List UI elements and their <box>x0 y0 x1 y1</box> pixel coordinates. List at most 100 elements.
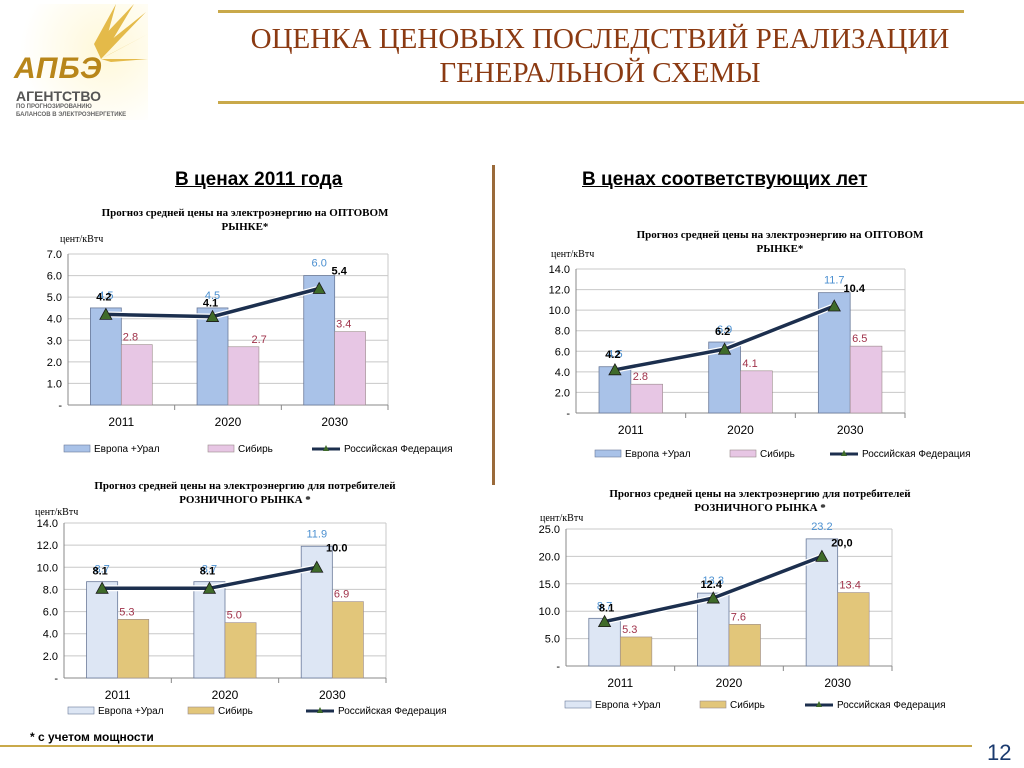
data-label-europe-ural: 6.9 <box>717 324 732 336</box>
data-label-russian-federation: 6.2 <box>715 326 730 338</box>
footnote: * с учетом мощности <box>30 730 154 744</box>
bar-europe-ural <box>196 307 229 406</box>
data-label-russian-federation: 10.0 <box>326 542 347 554</box>
legend-swatch-europe-ural <box>564 700 592 709</box>
data-label-siberia: 6.9 <box>334 589 349 601</box>
legend-swatch-siberia <box>699 700 727 709</box>
bar-europe-ural <box>303 275 336 406</box>
x-tick-label: 2030 <box>824 676 851 690</box>
x-tick-label: 2020 <box>716 676 743 690</box>
data-label-russian-federation: 12.4 <box>701 579 723 591</box>
x-tick-label: 2030 <box>319 688 346 702</box>
legend-marker-russian-federation <box>816 701 822 707</box>
bar-europe-ural <box>86 581 119 679</box>
marker-russian-federation <box>99 307 113 320</box>
data-label-siberia: 2.8 <box>633 371 648 383</box>
data-label-russian-federation: 8.1 <box>200 565 215 577</box>
data-label-europe-ural: 23.2 <box>811 521 832 533</box>
legend-label-siberia: Сибирь <box>760 448 795 460</box>
x-tick-label: 2011 <box>108 415 134 429</box>
marker-russian-federation <box>95 581 109 594</box>
y-tick-label: 7.0 <box>47 249 62 261</box>
data-label-europe-ural: 8.7 <box>202 564 217 576</box>
marker-russian-federation <box>815 549 829 562</box>
data-label-russian-federation: 5.4 <box>332 266 348 278</box>
legend-swatch-siberia <box>729 449 757 458</box>
marker-russian-federation <box>706 591 720 604</box>
x-tick-label: 2011 <box>105 688 131 702</box>
agency-logo: АПБЭ АГЕНТСТВО ПО ПРОГНОЗИРОВАНИЮ БАЛАНС… <box>6 4 148 120</box>
y-tick-label: 8.0 <box>43 584 58 596</box>
header-top-rule <box>218 10 964 13</box>
logo-subtitle-line2: БАЛАНСОВ В ЭЛЕКТРОЭНЕРГЕТИКЕ <box>16 112 127 118</box>
y-tick-label: 2.0 <box>47 357 62 369</box>
data-label-siberia: 5.0 <box>227 610 242 622</box>
y-unit-label: цент/кВтч <box>35 507 79 518</box>
data-label-europe-ural: 8.7 <box>94 564 109 576</box>
y-unit-label: цент/кВтч <box>60 234 104 245</box>
y-tick-label: 5.0 <box>545 634 560 646</box>
y-tick-label: 2.0 <box>555 387 570 399</box>
y-unit-label: цент/кВтч <box>551 249 595 260</box>
y-tick-label: 5.0 <box>47 292 62 304</box>
data-label-europe-ural: 8.7 <box>597 600 612 612</box>
data-label-russian-federation: 8.1 <box>599 603 614 615</box>
legend-marker-russian-federation <box>841 450 847 456</box>
legend-swatch-europe-ural <box>594 449 622 458</box>
data-label-siberia: 2.7 <box>251 334 266 346</box>
legend-swatch-siberia <box>207 444 235 453</box>
bar-siberia <box>224 622 257 679</box>
legend-label-europe-ural: Европа +Урал <box>625 449 691 460</box>
x-tick-label: 2030 <box>837 423 864 437</box>
legend-label-europe-ural: Европа +Урал <box>98 706 164 717</box>
data-label-siberia: 5.3 <box>119 606 134 618</box>
y-tick-label: 6.0 <box>47 271 62 283</box>
bar-europe-ural <box>90 307 122 406</box>
y-tick-label: 14.0 <box>37 518 58 530</box>
marker-russian-federation <box>205 309 220 322</box>
legend-marker-russian-federation <box>323 445 329 451</box>
data-label-siberia: 6.5 <box>852 333 867 345</box>
y-tick-label: 1.0 <box>47 378 62 390</box>
bar-siberia <box>837 592 870 667</box>
y-tick-label: 15.0 <box>539 579 560 591</box>
data-label-russian-federation: 10.4 <box>844 283 866 295</box>
section-divider <box>492 165 495 485</box>
y-tick-label: - <box>54 673 58 685</box>
legend-swatch-europe-ural <box>63 444 91 453</box>
bar-siberia <box>332 601 364 679</box>
x-tick-label: 2020 <box>215 415 242 429</box>
x-tick-label: 2030 <box>321 415 348 429</box>
legend-label-siberia: Сибирь <box>730 699 765 711</box>
legend-label-russian-federation: Российская Федерация <box>344 444 453 455</box>
sun-rays-icon <box>94 4 148 62</box>
legend-swatch-europe-ural <box>67 706 95 715</box>
bar-siberia <box>227 346 260 406</box>
data-label-siberia: 2.8 <box>123 332 138 344</box>
x-tick-label: 2020 <box>727 423 754 437</box>
chart-title-wholesale-current: Прогноз средней цены на электроэнергию н… <box>636 229 924 255</box>
data-label-europe-ural: 13.3 <box>703 575 724 587</box>
y-tick-label: - <box>566 408 570 420</box>
bar-siberia <box>121 344 153 406</box>
y-tick-label: 12.0 <box>549 285 570 297</box>
data-label-europe-ural: 11.7 <box>824 275 845 287</box>
marker-russian-federation <box>310 560 324 573</box>
chart-title-retail-current: Прогноз средней цены на электроэнергию д… <box>609 488 911 514</box>
y-tick-label: 6.0 <box>555 346 570 358</box>
chart-title-retail-2011: Прогноз средней цены на электроэнергию д… <box>94 480 396 506</box>
y-tick-label: 25.0 <box>539 524 560 536</box>
data-label-europe-ural: 6.0 <box>312 258 327 270</box>
bar-siberia <box>849 345 883 414</box>
marker-russian-federation <box>312 281 326 294</box>
logo-abbreviation: АПБЭ <box>14 52 103 85</box>
data-label-russian-federation: 8.1 <box>92 565 107 577</box>
legend-label-siberia: Сибирь <box>218 705 253 717</box>
y-unit-label: цент/кВтч <box>540 513 584 524</box>
y-tick-label: 20.0 <box>539 551 560 563</box>
data-label-siberia: 4.1 <box>742 358 757 370</box>
data-label-siberia: 5.3 <box>622 624 637 636</box>
legend-swatch-siberia <box>187 706 215 715</box>
y-tick-label: 3.0 <box>47 335 62 347</box>
bar-siberia <box>630 383 663 414</box>
